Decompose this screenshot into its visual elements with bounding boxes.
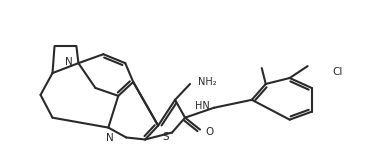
- Text: N: N: [107, 132, 114, 143]
- Text: N: N: [65, 57, 73, 67]
- Text: Cl: Cl: [332, 67, 343, 77]
- Text: HN: HN: [195, 101, 210, 111]
- Text: O: O: [205, 127, 213, 136]
- Text: NH₂: NH₂: [198, 77, 217, 87]
- Text: S: S: [162, 132, 169, 141]
